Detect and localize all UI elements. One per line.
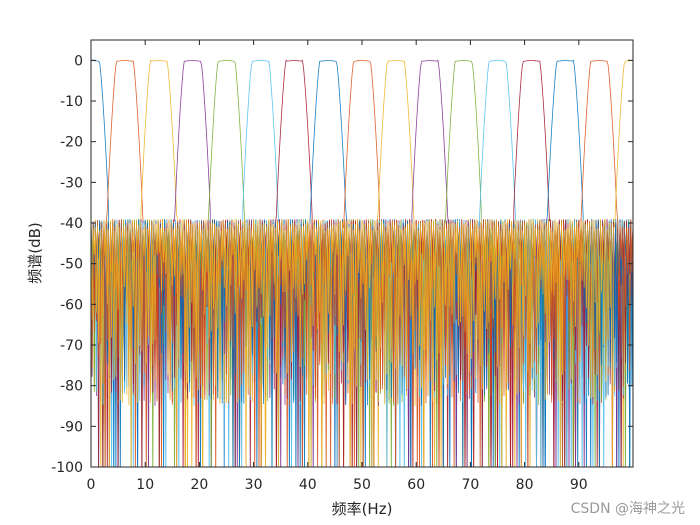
x-tick-label: 60 [407,477,425,493]
y-tick-label: -80 [60,379,83,395]
y-tick-label: 0 [74,53,83,69]
x-tick-label: 80 [516,477,534,493]
y-tick-label: -90 [60,419,83,435]
y-tick-label: -30 [60,175,83,191]
x-tick-label: 30 [245,477,263,493]
y-tick-label: -40 [60,216,83,232]
x-tick-label: 40 [299,477,317,493]
x-tick-label: 70 [461,477,479,493]
y-axis-label: 频谱(dB) [26,222,44,284]
series-line [91,59,633,467]
axis-layer: 0 10 20 30 40 50 60 70 80 90 0 -10 -20 -30 -40 -50 -60 -7… [51,40,633,493]
y-tick-label: -20 [60,135,83,151]
x-tick-label: 50 [353,477,371,493]
y-tick-label: -50 [60,257,83,273]
x-axis-label: 频率(Hz) [332,500,393,518]
y-tick-label: -100 [51,460,83,476]
series-layer [91,59,633,467]
watermark-text: CSDN @海神之光 [571,501,685,517]
x-tick-label: 10 [136,477,154,493]
x-tick-label: 20 [190,477,208,493]
y-tick-label: -60 [60,297,83,313]
x-tick-label: 0 [87,477,96,493]
y-tick-label: -70 [60,338,83,354]
y-tick-label: -10 [60,94,83,110]
x-tick-label: 90 [570,477,588,493]
